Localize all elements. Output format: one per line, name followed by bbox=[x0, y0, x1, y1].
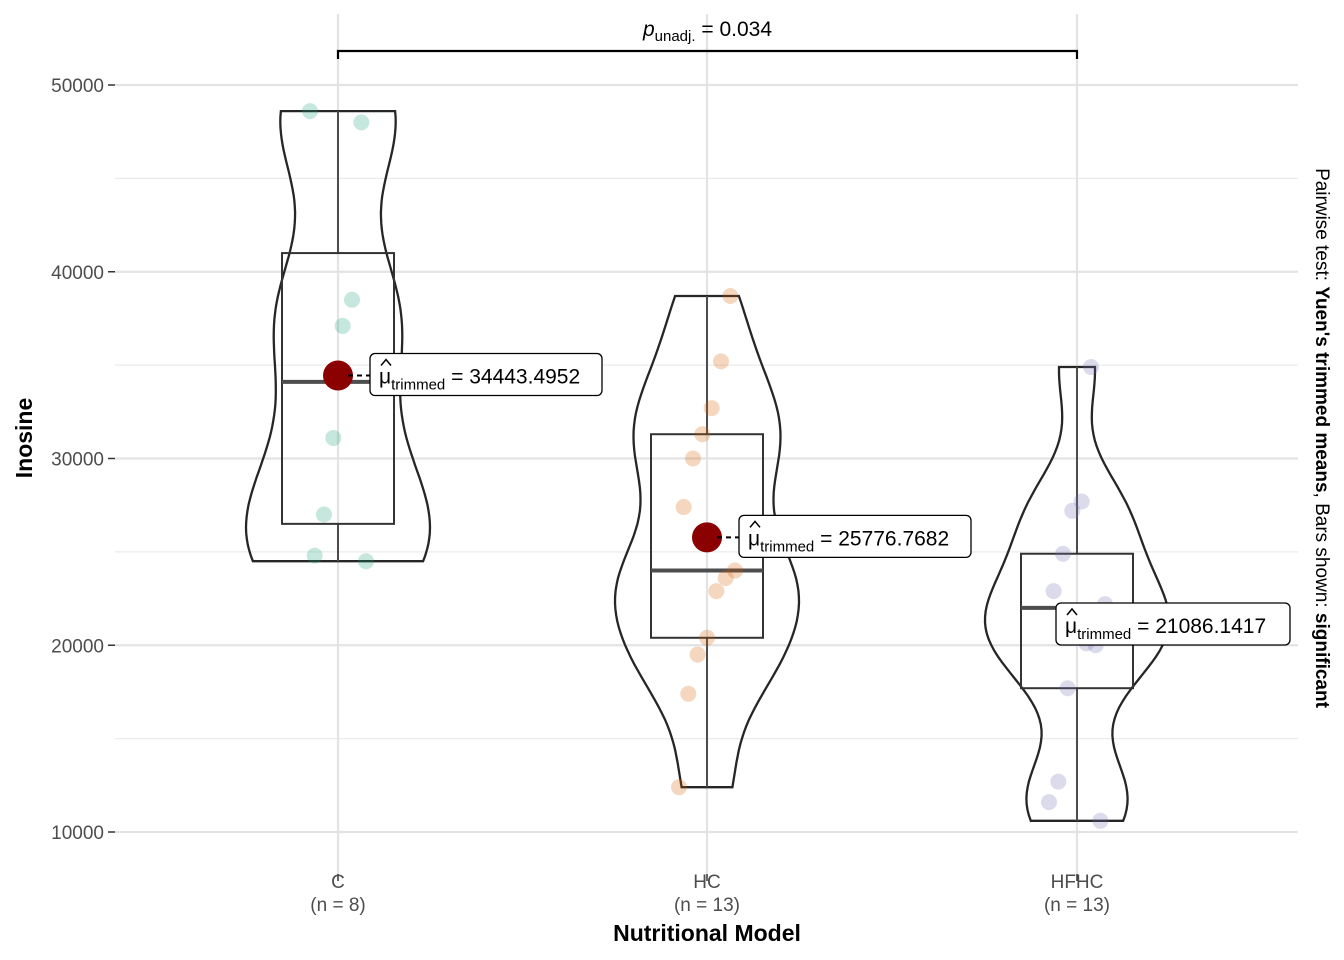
p-symbol: p bbox=[642, 18, 655, 41]
data-point bbox=[689, 646, 706, 663]
side-caption-middle: , Bars shown: bbox=[1311, 493, 1332, 613]
mean-label-box bbox=[1055, 602, 1291, 646]
violin-HFHC bbox=[983, 365, 1171, 822]
comparison-bracket bbox=[336, 49, 1079, 59]
data-point bbox=[1045, 583, 1062, 600]
data-point bbox=[358, 553, 374, 570]
side-caption-prefix: Pairwise test: bbox=[1311, 168, 1332, 286]
data-point bbox=[1092, 812, 1109, 829]
mean-value: = 21086.1417 bbox=[1131, 615, 1266, 638]
data-point bbox=[344, 291, 360, 308]
x-axis-title: Nutritional Model bbox=[613, 920, 801, 946]
y-tick-label: 50000 bbox=[51, 76, 104, 97]
x-tick-count: (n = 13) bbox=[1044, 895, 1110, 916]
mean-symbol: μ bbox=[748, 527, 760, 550]
data-point bbox=[1083, 358, 1099, 375]
data-point bbox=[671, 779, 687, 796]
violin-C bbox=[244, 109, 432, 563]
data-point bbox=[334, 317, 351, 334]
x-tick-count: (n = 8) bbox=[310, 895, 365, 916]
x-tick-count: (n = 13) bbox=[674, 895, 740, 916]
mean-label-box bbox=[369, 352, 603, 397]
violins bbox=[244, 109, 1171, 822]
y-tick-label: 10000 bbox=[51, 823, 104, 844]
x-tick-label: HFHC bbox=[1051, 872, 1104, 893]
data-point bbox=[1050, 773, 1067, 790]
mean-label-box bbox=[738, 514, 972, 559]
y-axis: 10000 20000 30000 40000 50000 bbox=[51, 76, 115, 844]
data-point bbox=[306, 547, 323, 564]
x-axis: C(n = 8)HC(n = 13)HFHC(n = 13) bbox=[310, 872, 1110, 916]
hat-mark bbox=[749, 520, 761, 528]
x-tick-label: C bbox=[331, 872, 345, 893]
y-tick-label: 20000 bbox=[51, 636, 104, 657]
mean-subscript: trimmed bbox=[391, 377, 445, 394]
mean-subscript: trimmed bbox=[1077, 626, 1131, 643]
data-point bbox=[325, 429, 342, 446]
comparison-label: punadj. = 0.034 bbox=[642, 18, 772, 45]
mean-symbol: μ bbox=[379, 366, 391, 389]
y-axis-title: Inosine bbox=[11, 398, 37, 479]
y-tick-label: 40000 bbox=[51, 263, 104, 284]
violin-HC bbox=[613, 294, 801, 789]
data-point bbox=[1059, 680, 1076, 697]
data-point bbox=[727, 562, 743, 579]
data-point bbox=[1041, 794, 1057, 811]
data-point bbox=[316, 506, 332, 523]
p-value: = 0.034 bbox=[696, 18, 773, 41]
mean-subscript: trimmed bbox=[760, 538, 814, 555]
data-point bbox=[1055, 545, 1071, 562]
y-tick-label: 30000 bbox=[51, 450, 104, 471]
p-subscript: unadj. bbox=[655, 28, 696, 45]
data-point bbox=[680, 685, 697, 702]
data-point bbox=[694, 426, 711, 443]
data-point bbox=[675, 499, 692, 516]
data-point bbox=[699, 629, 715, 646]
data-point bbox=[708, 583, 725, 600]
hat-mark bbox=[1066, 607, 1078, 616]
mean-label: μtrimmed = 34443.4952 bbox=[379, 366, 580, 394]
data-point bbox=[717, 570, 734, 587]
side-caption-test: Yuen's trimmed means bbox=[1311, 286, 1332, 492]
side-caption: Pairwise test: Yuen's trimmed means, Bar… bbox=[1311, 168, 1332, 709]
trimmed-mean-dot bbox=[692, 522, 722, 553]
trimmed-mean-dot bbox=[323, 360, 353, 391]
mean-label: μtrimmed = 21086.1417 bbox=[1065, 615, 1266, 643]
mean-symbol: μ bbox=[1065, 615, 1077, 638]
data-point bbox=[1064, 502, 1081, 519]
data-point bbox=[302, 103, 318, 120]
comparison-bars: punadj. = 0.034 bbox=[336, 18, 1079, 59]
data-point bbox=[1073, 493, 1090, 510]
side-caption-bars: significant bbox=[1311, 613, 1332, 709]
x-tick-label: HC bbox=[693, 872, 720, 893]
data-point bbox=[722, 288, 739, 305]
mean-value: = 25776.7682 bbox=[814, 527, 949, 550]
data-point bbox=[703, 400, 720, 417]
hat-mark bbox=[380, 358, 392, 366]
mean-value: = 34443.4952 bbox=[445, 366, 580, 389]
mean-label: μtrimmed = 25776.7682 bbox=[748, 527, 949, 555]
data-points bbox=[302, 103, 1113, 829]
data-point bbox=[685, 450, 701, 467]
data-point bbox=[713, 353, 729, 370]
data-point bbox=[353, 114, 370, 131]
